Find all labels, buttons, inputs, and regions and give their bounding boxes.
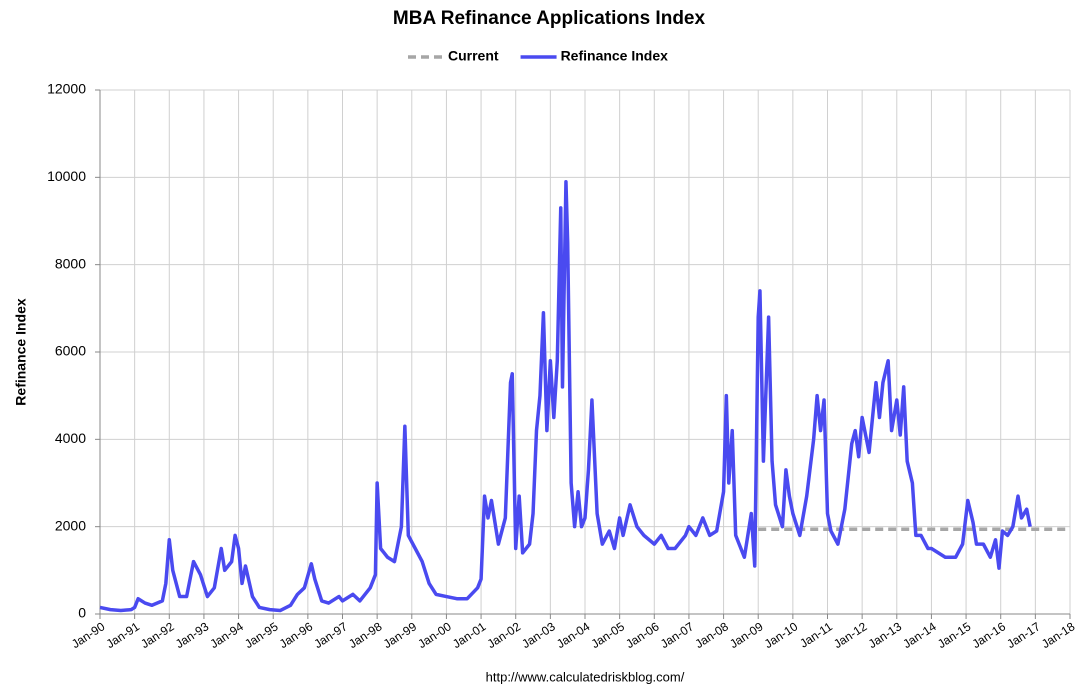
x-tick-label: Jan-98: [346, 619, 385, 651]
y-tick-label: 0: [78, 605, 86, 621]
x-tick-label: Jan-12: [831, 619, 870, 651]
x-tick-label: Jan-09: [727, 619, 766, 651]
x-tick-label: Jan-90: [69, 619, 108, 651]
x-tick-label: Jan-07: [658, 619, 697, 651]
y-tick-label: 10000: [47, 168, 86, 184]
x-tick-label: Jan-04: [554, 619, 593, 651]
y-tick-label: 6000: [55, 343, 86, 359]
chart-title: MBA Refinance Applications Index: [393, 8, 706, 29]
x-tick-label: Jan-14: [900, 619, 939, 651]
x-tick-label: Jan-93: [173, 619, 212, 651]
x-tick-label: Jan-13: [866, 619, 905, 651]
series-line: [99, 179, 1032, 613]
x-tick-label: Jan-11: [797, 619, 835, 650]
x-tick-label: Jan-96: [277, 619, 316, 651]
x-tick-label: Jan-17: [1004, 619, 1043, 651]
y-tick-label: 2000: [55, 517, 86, 533]
x-tick-label: Jan-01: [450, 619, 489, 651]
x-tick-label: Jan-92: [138, 619, 177, 651]
x-tick-label: Jan-00: [415, 619, 454, 651]
x-tick-label: Jan-06: [623, 619, 662, 651]
x-tick-label: Jan-99: [381, 619, 420, 651]
footer: http://www.calculatedriskblog.com/: [486, 669, 685, 684]
x-tick-label: Jan-95: [242, 619, 281, 651]
x-tick-label: Jan-91: [104, 619, 143, 651]
x-tick-label: Jan-03: [519, 619, 558, 651]
legend-label: Current: [448, 48, 499, 64]
x-tick-label: Jan-16: [970, 619, 1009, 651]
x-tick-label: Jan-18: [1039, 619, 1078, 651]
y-tick-label: 8000: [55, 255, 86, 271]
x-tick-label: Jan-08: [693, 619, 732, 651]
x-tick-label: Jan-15: [935, 619, 974, 651]
x-tick-label: Jan-02: [485, 619, 524, 651]
x-tick-label: Jan-97: [311, 619, 350, 651]
x-tick-label: Jan-05: [589, 619, 628, 651]
y-tick-label: 4000: [55, 430, 86, 446]
x-tick-label: Jan-10: [762, 619, 801, 651]
legend-label: Refinance Index: [561, 48, 669, 64]
x-tick-label: Jan-94: [208, 619, 247, 651]
y-axis-title: Refinance Index: [13, 298, 29, 406]
y-tick-label: 12000: [47, 81, 86, 97]
